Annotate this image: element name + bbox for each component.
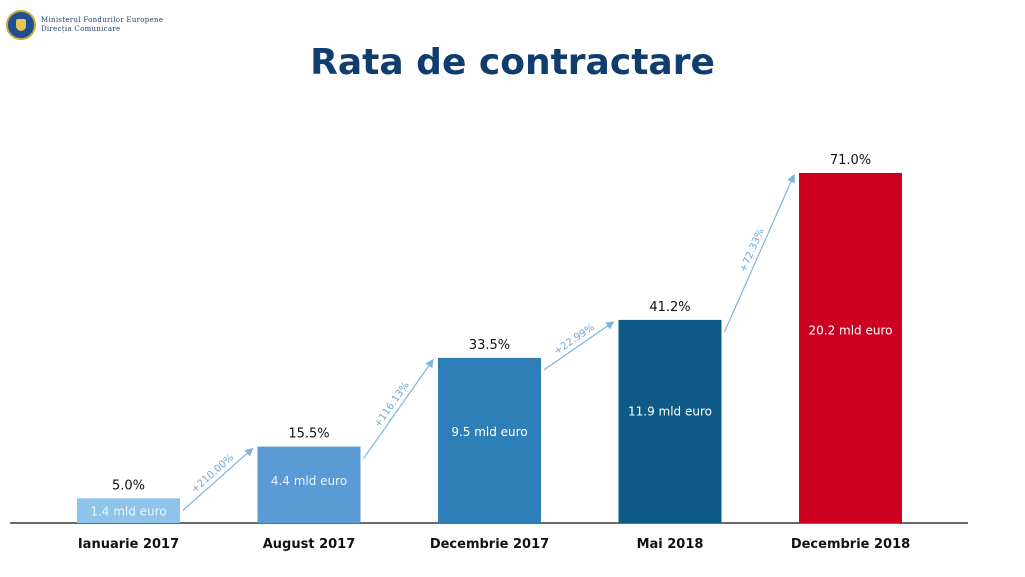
bar-3 — [438, 357, 541, 523]
bar-4 — [618, 319, 722, 523]
bar-amount-label-2: 4.4 mld euro — [271, 474, 347, 488]
chart-title: Rata de contractare — [310, 42, 715, 83]
bar-value-label-2: 15.5% — [288, 427, 329, 442]
category-label-4: Mai 2018 — [637, 537, 704, 552]
bar-value-label-1: 5.0% — [112, 478, 145, 493]
bar-5 — [799, 173, 902, 523]
bar-amount-label-4: 11.9 mld euro — [628, 404, 712, 418]
bar-1 — [77, 498, 180, 523]
bar-amount-label-5: 20.2 mld euro — [809, 324, 893, 338]
org-line-1: Ministerul Fondurilor Europene — [41, 16, 164, 24]
growth-arrow-2 — [363, 358, 434, 459]
growth-arrow-3 — [543, 321, 615, 371]
header-logo: Ministerul Fondurilor Europene Direcția … — [6, 10, 163, 40]
bar-amount-label-3: 9.5 mld euro — [451, 425, 527, 439]
growth-label-3: +22.99% — [552, 322, 597, 357]
growth-label-1: +210.00% — [189, 452, 236, 495]
growth-label-2: +116.13% — [372, 380, 411, 430]
bar-value-label-4: 41.2% — [649, 300, 690, 315]
bar-value-label-3: 33.5% — [469, 338, 510, 353]
growth-arrow-4 — [723, 173, 795, 333]
romanian-coat-of-arms-icon — [6, 10, 36, 40]
growth-arrow-1 — [182, 447, 254, 511]
category-label-3: Decembrie 2017 — [430, 537, 549, 552]
category-label-2: August 2017 — [263, 537, 356, 552]
org-line-2: Direcția Comunicare — [41, 25, 121, 33]
category-label-5: Decembrie 2018 — [791, 537, 910, 552]
bar-value-label-5: 71.0% — [830, 153, 871, 168]
growth-label-4: +72.33% — [738, 227, 767, 274]
bar-2 — [257, 446, 361, 523]
bar-amount-label-1: 1.4 mld euro — [90, 505, 166, 519]
org-name: Ministerul Fondurilor Europene Direcția … — [41, 16, 163, 34]
category-label-1: Ianuarie 2017 — [78, 537, 179, 552]
